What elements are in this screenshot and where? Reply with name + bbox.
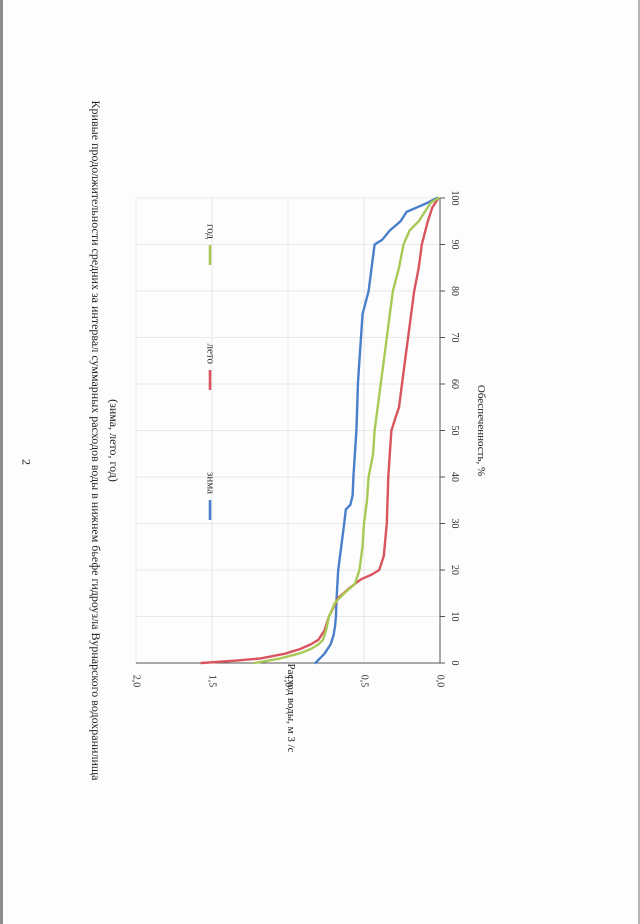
chart-series [200, 196, 440, 665]
y-tick-label: 1,5 [207, 675, 218, 688]
x-tick-label: 90 [449, 240, 460, 250]
chart-title: Кривые продолжительности средних за инте… [89, 101, 103, 782]
legend-label-1: лето [204, 343, 216, 364]
y-tick-label: 0,0 [435, 675, 446, 688]
x-tick-label: 30 [449, 519, 460, 529]
x-tick-label: 40 [449, 472, 460, 482]
chart-legend: зима лето год [204, 224, 216, 520]
legend-label-2: год [204, 224, 216, 239]
y-tick-label: 0,5 [359, 675, 370, 688]
series-line-1 [200, 196, 440, 665]
chart-grid [135, 197, 441, 664]
x-tick-label: 60 [449, 379, 460, 389]
x-tick-label: 80 [449, 286, 460, 296]
x-tick-label: 70 [449, 333, 460, 343]
x-tick-label: 100 [449, 191, 460, 206]
series-line-0 [314, 196, 439, 665]
series-line-2 [253, 196, 440, 665]
x-tick-label: 20 [449, 565, 460, 575]
chart-axes [136, 197, 445, 664]
x-tick-label: 50 [449, 426, 460, 436]
y-axis-title: Расход воды, м 3 /с [285, 663, 297, 752]
x-axis-title: Обеспеченность, % [475, 385, 487, 476]
scan-edge-left [0, 0, 3, 924]
legend-label-0: зима [204, 472, 216, 494]
y-tick-label: 1,0 [283, 675, 294, 688]
chart-subtitle: (зима, лето, год) [107, 399, 121, 482]
chart-labels: 0 10 20 30 40 50 60 70 80 90 100 0,0 0,5 1,0 1,5 2,0 Обе… [89, 101, 487, 782]
x-tick-label: 0 [449, 661, 460, 666]
x-tick-label: 10 [449, 612, 460, 622]
scan-edge-right [638, 0, 640, 924]
y-tick-label: 2,0 [131, 675, 142, 688]
